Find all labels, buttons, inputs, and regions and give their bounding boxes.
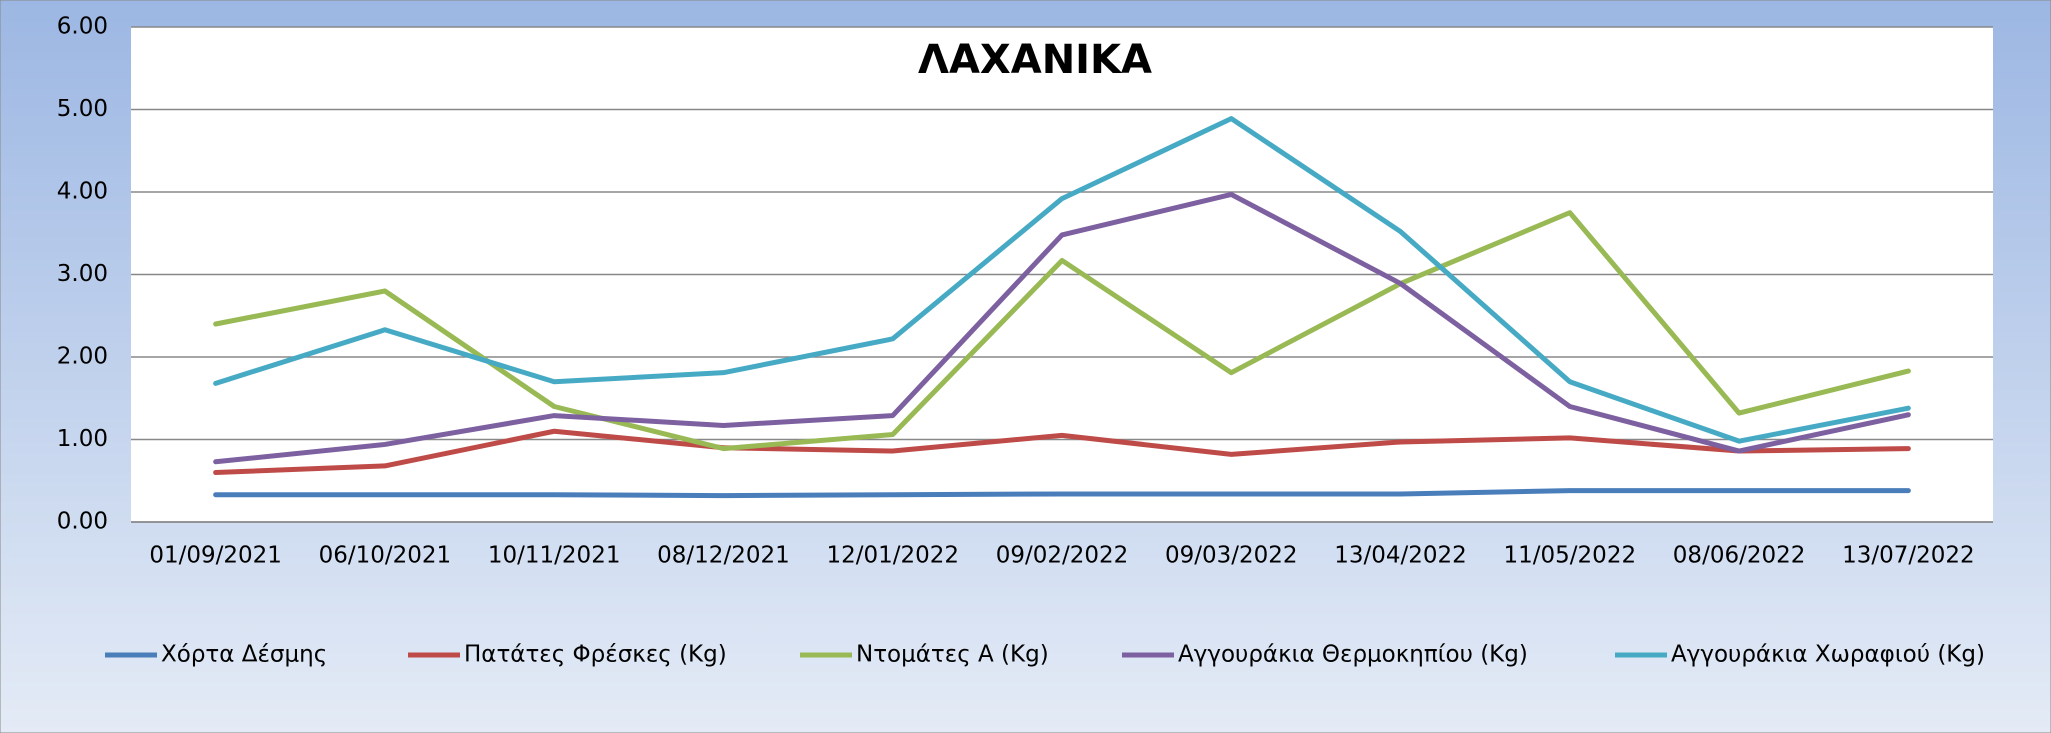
x-tick-label: 09/03/2022 bbox=[1165, 543, 1298, 569]
series-line bbox=[213, 191, 1911, 465]
x-tick-label: 08/06/2022 bbox=[1673, 543, 1806, 569]
series-line bbox=[213, 428, 1911, 475]
x-tick-label: 13/07/2022 bbox=[1842, 543, 1975, 569]
series-line bbox=[213, 488, 1911, 499]
x-tick-label: 09/02/2022 bbox=[996, 543, 1129, 569]
y-tick-label: 4.00 bbox=[57, 179, 108, 205]
x-tick-label: 11/05/2022 bbox=[1504, 543, 1637, 569]
series-line bbox=[213, 116, 1911, 444]
y-tick-label: 5.00 bbox=[57, 96, 108, 122]
y-tick-label: 1.00 bbox=[57, 426, 108, 452]
x-tick-label: 13/04/2022 bbox=[1334, 543, 1467, 569]
x-tick-label: 10/11/2021 bbox=[488, 543, 621, 569]
legend-label: Χόρτα Δέσμης bbox=[161, 642, 327, 668]
y-tick-label: 2.00 bbox=[57, 344, 108, 370]
series-line bbox=[213, 210, 1911, 452]
x-tick-label: 06/10/2021 bbox=[319, 543, 452, 569]
legend-label: Πατάτες Φρέσκες (Kg) bbox=[464, 642, 727, 668]
y-tick-label: 3.00 bbox=[57, 261, 108, 287]
legend-label: Ντομάτες Α (Kg) bbox=[856, 642, 1049, 668]
legend-label: Αγγουράκια Χωραφιού (Kg) bbox=[1671, 642, 1985, 668]
chart-title: ΛΑΧΑΝΙΚΑ bbox=[918, 37, 1152, 83]
x-tick-label: 01/09/2021 bbox=[149, 543, 282, 569]
y-tick-label: 6.00 bbox=[57, 14, 108, 40]
x-tick-label: 12/01/2022 bbox=[826, 543, 959, 569]
legend-label: Αγγουράκια Θερμοκηπίου (Kg) bbox=[1178, 642, 1528, 668]
x-tick-label: 08/12/2021 bbox=[657, 543, 790, 569]
y-tick-label: 0.00 bbox=[57, 509, 108, 535]
